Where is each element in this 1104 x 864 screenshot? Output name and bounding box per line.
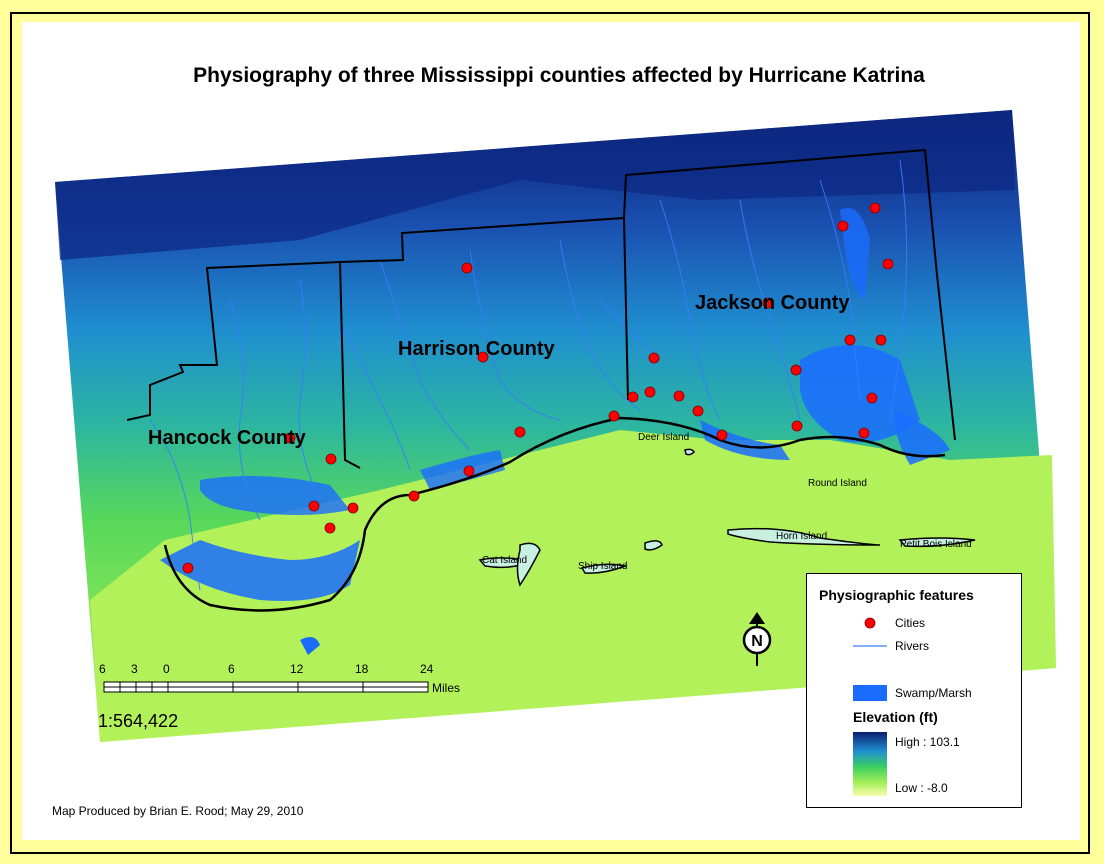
island-label-deer: Deer Island bbox=[638, 432, 690, 443]
legend-city-symbol bbox=[864, 617, 876, 629]
legend-swamp-label: Swamp/Marsh bbox=[895, 686, 972, 700]
county-label-jackson: Jackson County bbox=[695, 292, 850, 314]
scale-tick: 18 bbox=[355, 662, 369, 676]
island-label-petit-bois: Petit Bois Island bbox=[900, 539, 972, 550]
scale-tick: 6 bbox=[99, 662, 106, 676]
island-label-ship: Ship Island bbox=[578, 561, 628, 572]
barrier-islands bbox=[478, 448, 976, 587]
legend: Physiographic features Cities Rivers Swa… bbox=[806, 573, 1022, 808]
island-label-horn: Horn Island bbox=[776, 531, 828, 542]
legend-high-label: High : 103.1 bbox=[895, 735, 960, 749]
scale-tick: 3 bbox=[131, 662, 138, 676]
scale-bar bbox=[103, 681, 429, 693]
scale-tick: 24 bbox=[420, 662, 434, 676]
city-markers bbox=[182, 202, 894, 574]
legend-cities-label: Cities bbox=[895, 616, 926, 630]
coastline bbox=[163, 416, 946, 612]
north-arrow-icon: N bbox=[742, 612, 772, 666]
county-label-hancock: Hancock County bbox=[148, 427, 306, 449]
map-title: Physiography of three Mississippi counti… bbox=[193, 64, 925, 87]
scale-tick: 6 bbox=[228, 662, 235, 676]
legend-elevation-title: Elevation (ft) bbox=[853, 709, 938, 725]
legend-title: Physiographic features bbox=[819, 587, 974, 603]
map-credit: Map Produced by Brian E. Rood; May 29, 2… bbox=[52, 804, 304, 818]
north-arrow: N bbox=[737, 610, 777, 675]
county-boundaries bbox=[126, 148, 956, 469]
scale-ratio: 1:564,422 bbox=[98, 711, 179, 731]
legend-swamp-symbol bbox=[853, 685, 887, 701]
county-label-harrison: Harrison County bbox=[398, 338, 555, 360]
north-arrow-label: N bbox=[751, 633, 763, 650]
legend-elevation-ramp bbox=[853, 732, 887, 796]
legend-rivers-label: Rivers bbox=[895, 639, 930, 653]
scale-tick: 12 bbox=[290, 662, 304, 676]
river-network bbox=[149, 159, 908, 591]
upland-band bbox=[55, 110, 1015, 260]
legend-symbols bbox=[853, 617, 887, 796]
scale-unit: Miles bbox=[432, 681, 461, 695]
legend-low-label: Low : -8.0 bbox=[895, 781, 948, 795]
swamp-areas bbox=[160, 208, 950, 655]
island-label-cat: Cat Island bbox=[482, 555, 528, 566]
scale-tick: 0 bbox=[163, 662, 170, 676]
island-label-round: Round Island bbox=[808, 478, 867, 489]
